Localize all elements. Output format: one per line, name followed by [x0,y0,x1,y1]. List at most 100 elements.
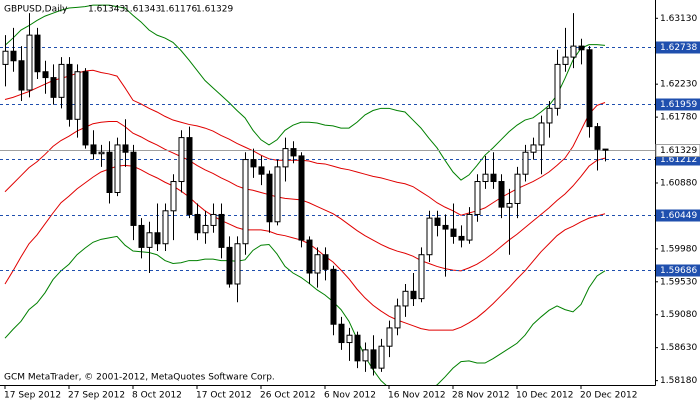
x-tick-label: 28 Nov 2012 [452,391,510,401]
candle-body [530,144,537,153]
candle-body [554,63,561,109]
indicator-line [4,164,606,331]
x-tick-label: 6 Nov 2012 [324,391,376,401]
candle-body [26,34,33,91]
candle-body [418,254,425,300]
candle-body [402,290,409,307]
candle-body [330,268,337,325]
candle-body [338,323,345,344]
x-tick-label: 10 Dec 2012 [516,391,574,401]
candle-body [546,107,553,124]
candle-body [210,213,217,226]
candle-body [362,349,369,362]
candle-body [18,60,25,91]
candle-body [98,151,105,155]
candle-body [410,290,417,300]
candle-body [458,235,465,241]
level-label: 1.61959 [660,100,697,110]
level-label: 1.60449 [660,211,697,221]
candle-body [202,224,209,234]
y-tick-label: 1.62230 [660,80,697,90]
last-price-label: 1.61329 [660,146,697,156]
candle-body [586,49,593,128]
y-tick-label: 1.58180 [660,376,697,386]
candle-body [250,159,257,168]
indicator-line [4,69,606,216]
candle-body [450,228,457,237]
level-box [656,41,700,54]
candle-body [178,137,185,183]
y-tick-label: 1.59980 [660,244,697,254]
candle-body [474,181,481,215]
candle-body [162,210,169,245]
candle-body [370,349,377,369]
ohlc-low: 1.61176 [160,5,197,15]
candle-body [42,71,49,79]
candle-body [578,45,585,51]
candle-body [482,173,489,183]
candle-body [442,224,449,230]
candle-body [378,345,385,369]
candle-body [514,173,521,204]
indicator-line [4,4,606,181]
x-tick-label: 16 Nov 2012 [388,391,446,401]
candle-body [82,71,89,146]
candle-body [426,217,433,256]
candle-body [58,63,65,98]
candle-body [266,173,273,223]
level-box [656,264,700,277]
candle-body [218,213,225,248]
candle-body [114,144,121,193]
candle-body [138,224,145,248]
candle-body [290,148,297,157]
candle-body [354,334,361,362]
candle-body [594,126,601,150]
candle-body [66,63,73,120]
candle-body [258,166,265,175]
indicator-line [4,121,606,272]
candle-body [226,246,233,285]
candle-body [538,122,545,146]
level-label: 1.59686 [660,266,697,276]
candle-body [506,202,513,208]
y-tick-label: 1.61780 [660,113,697,123]
candle-body [394,305,401,329]
level-box [656,98,700,111]
ohlc-high: 1.61343 [124,5,161,15]
y-tick-label: 1.63130 [660,14,697,24]
candle-body [346,334,353,344]
x-tick-label: 17 Oct 2012 [196,391,252,401]
ohlc-open: 1.61343 [88,5,125,15]
candle-body [194,213,201,234]
candle-body [106,151,113,193]
candle-body [306,239,313,274]
copyright: GCM MetaTrader, © 2001-2012, MetaQuotes … [4,373,275,383]
y-tick-label: 1.58630 [660,343,697,353]
candle-body [386,327,393,347]
candle-body [234,243,241,285]
candle-body [154,232,161,245]
candle-body [490,173,497,183]
candle-body [602,148,609,151]
candle-body [298,155,305,241]
candle-body [562,56,569,65]
candle-body [282,148,289,168]
candle-body [274,166,281,223]
candle-body [314,254,321,274]
last-price-box [655,144,700,157]
x-tick-label: 27 Sep 2012 [68,391,125,401]
y-tick-label: 1.59530 [660,277,697,287]
candle-body [522,151,529,175]
x-tick-label: 8 Oct 2012 [132,391,182,401]
x-tick-label: 26 Oct 2012 [260,391,316,401]
y-tick-label: 1.60880 [660,178,697,188]
candle-body [34,34,41,73]
y-tick-label: 1.59080 [660,310,697,320]
candle-body [242,159,249,245]
candle-body [466,213,473,241]
candle-body [570,45,577,58]
candle-body [498,181,505,208]
level-box [656,209,700,222]
